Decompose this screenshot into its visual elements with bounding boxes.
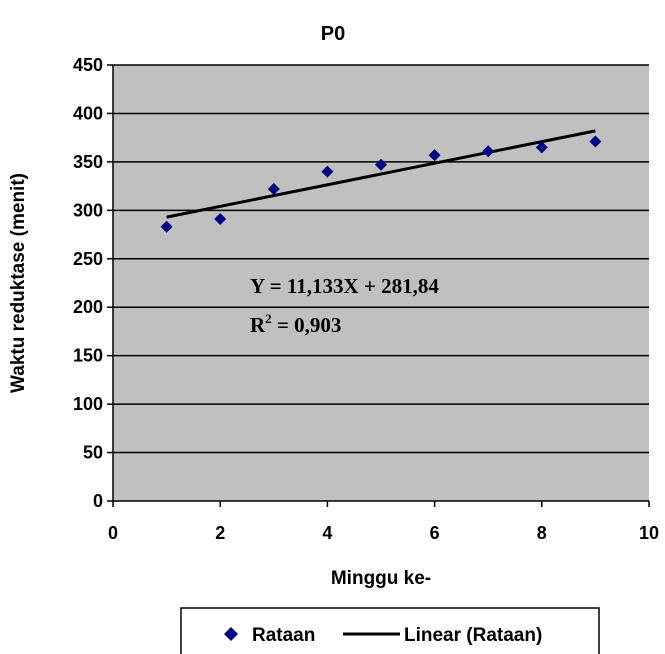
- x-tick-labels: 0 2 4 6 8 10: [108, 523, 659, 543]
- r-squared-value: = 0,903: [272, 313, 342, 337]
- data-point: [160, 220, 173, 233]
- x-axis-label: Minggu ke-: [331, 568, 431, 589]
- data-point: [214, 213, 227, 226]
- gridlines: [113, 64, 649, 454]
- x-tick-label: 8: [537, 523, 547, 543]
- x-tick-label: 2: [215, 523, 225, 543]
- x-tick-label: 6: [430, 523, 440, 543]
- legend-label-rataan: Rataan: [252, 625, 315, 646]
- y-tick-label: 150: [73, 346, 103, 366]
- regression-equation: Y = 11,133X + 281,84: [250, 274, 439, 298]
- y-tick-label: 350: [73, 152, 103, 172]
- r-squared-superscript: 2: [265, 311, 272, 326]
- y-tick-label: 250: [73, 249, 103, 269]
- x-tick-label: 0: [108, 523, 118, 543]
- x-tick-label: 4: [322, 523, 332, 543]
- data-point: [482, 145, 495, 158]
- legend-label-linear: Linear (Rataan): [404, 625, 542, 646]
- legend-box: [180, 607, 600, 654]
- data-point: [589, 135, 602, 148]
- r-squared-prefix: R: [250, 313, 266, 337]
- legend-diamond-marker: [224, 627, 238, 641]
- data-point: [535, 141, 548, 154]
- chart-title: P0: [321, 23, 345, 45]
- legend: Rataan Linear (Rataan): [180, 607, 600, 654]
- data-point: [321, 165, 334, 178]
- trendline-group: [166, 129, 596, 219]
- y-tick-label: 200: [73, 297, 103, 317]
- x-tick-label: 10: [639, 523, 659, 543]
- y-tick-label: 50: [83, 443, 103, 463]
- data-point: [375, 158, 387, 171]
- y-tick-label: 0: [93, 491, 103, 511]
- y-tick-label: 100: [73, 394, 103, 414]
- data-points: [160, 135, 602, 233]
- trendline: [166, 129, 596, 219]
- axes: [107, 64, 650, 507]
- data-point: [428, 149, 441, 162]
- y-tick-label: 450: [73, 55, 103, 75]
- y-tick-label: 300: [73, 200, 103, 220]
- data-point: [267, 183, 280, 196]
- y-tick-label: 400: [73, 103, 103, 123]
- y-axis-label: Waktu reduktase (menit): [8, 173, 29, 393]
- y-tick-labels: 0 50 100 150 200 250 300 350 400 450: [73, 55, 103, 511]
- r-squared: R2 = 0,903: [250, 311, 341, 337]
